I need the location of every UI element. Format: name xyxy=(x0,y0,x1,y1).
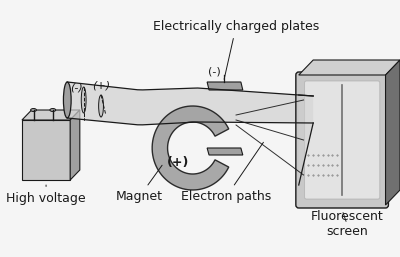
Polygon shape xyxy=(299,60,400,75)
Polygon shape xyxy=(70,110,80,180)
Polygon shape xyxy=(22,110,80,120)
Polygon shape xyxy=(386,60,400,205)
Text: (+): (+) xyxy=(167,156,189,169)
Polygon shape xyxy=(299,95,313,185)
Ellipse shape xyxy=(81,87,86,113)
Text: (-): (-) xyxy=(70,82,83,92)
Polygon shape xyxy=(207,82,243,90)
Text: High voltage: High voltage xyxy=(6,185,86,205)
Polygon shape xyxy=(152,106,229,190)
Polygon shape xyxy=(22,120,70,180)
Text: (+): (+) xyxy=(92,80,110,90)
Ellipse shape xyxy=(50,108,56,112)
Text: Fluorescent
screen: Fluorescent screen xyxy=(310,210,383,238)
Polygon shape xyxy=(207,148,243,155)
Ellipse shape xyxy=(99,95,104,117)
Text: Electrically charged plates: Electrically charged plates xyxy=(153,20,319,79)
Text: Magnet: Magnet xyxy=(116,165,163,203)
Polygon shape xyxy=(67,82,313,125)
Ellipse shape xyxy=(64,82,71,118)
Ellipse shape xyxy=(31,108,36,112)
Text: (-): (-) xyxy=(208,66,221,76)
FancyBboxPatch shape xyxy=(304,81,380,199)
FancyBboxPatch shape xyxy=(296,72,388,208)
Text: Electron paths: Electron paths xyxy=(181,142,272,203)
